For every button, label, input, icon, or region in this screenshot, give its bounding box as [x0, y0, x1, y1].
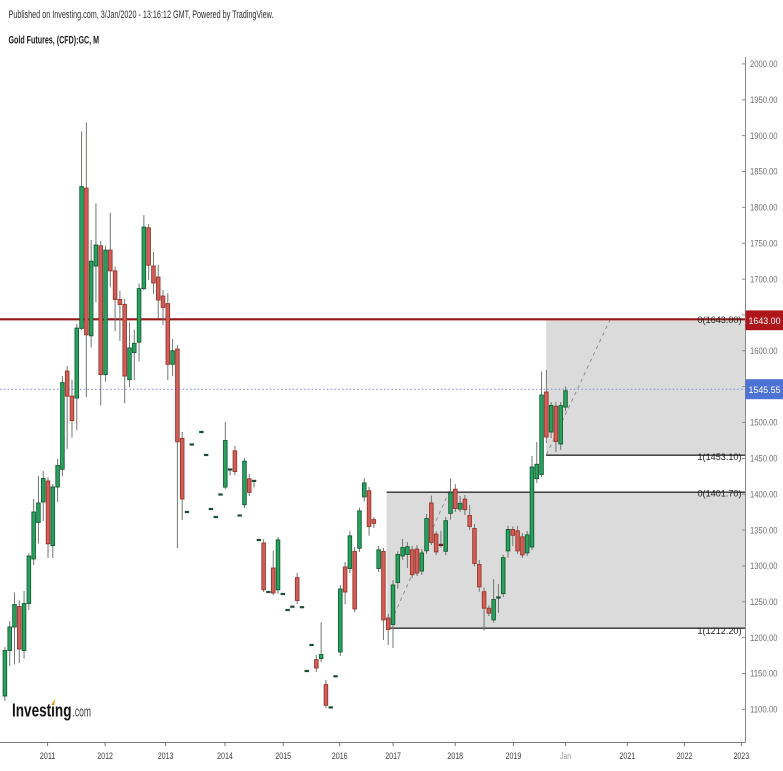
svg-text:Investing: Investing — [12, 700, 72, 721]
svg-text:2015: 2015 — [275, 751, 291, 761]
svg-text:1150.00: 1150.00 — [750, 669, 778, 679]
svg-text:2014: 2014 — [217, 751, 233, 761]
svg-text:2022: 2022 — [677, 751, 693, 761]
svg-text:1(1212.20): 1(1212.20) — [698, 626, 742, 637]
svg-text:1900.00: 1900.00 — [750, 131, 778, 141]
svg-text:Published on Investing.com, 3/: Published on Investing.com, 3/Jan/2020 -… — [9, 9, 274, 21]
svg-text:0(1401.70): 0(1401.70) — [698, 489, 742, 500]
svg-text:2023: 2023 — [733, 751, 749, 761]
svg-text:1600.00: 1600.00 — [750, 346, 778, 356]
svg-text:Gold Futures, (CFD):GC, M: Gold Futures, (CFD):GC, M — [9, 35, 100, 47]
svg-text:1350.00: 1350.00 — [750, 525, 778, 535]
svg-text:1300.00: 1300.00 — [750, 561, 778, 571]
svg-text:2011: 2011 — [40, 751, 56, 761]
svg-text:1500.00: 1500.00 — [750, 418, 778, 428]
svg-text:1200.00: 1200.00 — [750, 633, 778, 643]
svg-text:1700.00: 1700.00 — [750, 274, 778, 284]
svg-text:2021: 2021 — [619, 751, 635, 761]
svg-text:.com: .com — [73, 705, 92, 721]
svg-text:1643.00: 1643.00 — [749, 315, 781, 326]
svg-text:1(1453.10): 1(1453.10) — [698, 452, 742, 463]
svg-text:2018: 2018 — [447, 751, 463, 761]
svg-text:1800.00: 1800.00 — [750, 203, 778, 213]
svg-text:1100.00: 1100.00 — [750, 705, 778, 715]
svg-text:2013: 2013 — [158, 751, 174, 761]
svg-text:2000.00: 2000.00 — [750, 59, 778, 69]
svg-text:1850.00: 1850.00 — [750, 167, 778, 177]
svg-text:1950.00: 1950.00 — [750, 95, 778, 105]
svg-text:1545.55: 1545.55 — [749, 384, 781, 395]
svg-text:1250.00: 1250.00 — [750, 597, 778, 607]
svg-text:1450.00: 1450.00 — [750, 454, 778, 464]
svg-text:0(1643.00): 0(1643.00) — [698, 315, 742, 326]
svg-text:1750.00: 1750.00 — [750, 238, 778, 248]
svg-text:2016: 2016 — [332, 751, 348, 761]
svg-text:Jan: Jan — [560, 751, 571, 761]
svg-text:2017: 2017 — [385, 751, 401, 761]
svg-text:2019: 2019 — [506, 751, 522, 761]
svg-text:2012: 2012 — [97, 751, 113, 761]
svg-text:1400.00: 1400.00 — [750, 489, 778, 499]
